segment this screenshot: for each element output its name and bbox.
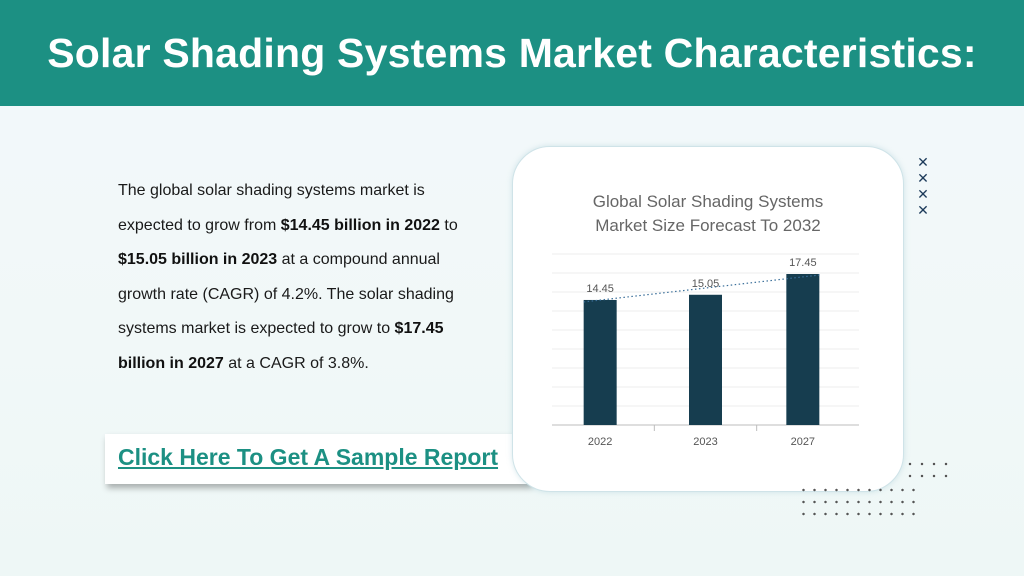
desc-text-3: at a compound annual growth rate (CAGR) … — [118, 251, 454, 337]
sample-report-box[interactable] — [105, 434, 530, 484]
bar-2022 — [583, 299, 617, 425]
desc-bold-2027: $17.45 billion in 2027 — [118, 320, 444, 372]
page-title: Solar Shading Systems Market Characteris… — [47, 29, 977, 76]
desc-bold-2022: $14.45 billion in 2022 — [280, 216, 440, 234]
data-label-2027: 17.45 — [789, 257, 817, 269]
x-tick-label-2027: 2027 — [791, 436, 815, 448]
bar-2027 — [786, 274, 820, 425]
desc-text-1: The global solar shading systems market … — [118, 182, 425, 234]
data-label-2023: 15.05 — [692, 278, 720, 290]
x-tick-label-2023: 2023 — [693, 436, 717, 448]
x-mark-icon: ✕ — [917, 170, 929, 186]
chart-title-line1: Global Solar Shading Systems — [592, 192, 824, 211]
x-mark-icon: ✕ — [917, 202, 929, 218]
desc-text-2: to — [439, 216, 458, 234]
x-mark-icon: ✕ — [917, 154, 929, 170]
decorative-dot-grid — [904, 458, 952, 486]
desc-text-4: at a CAGR of 3.8%. — [223, 354, 369, 372]
desc-bold-2023: $15.05 billion in 2023 — [118, 251, 278, 268]
decorative-x-marks: ✕ ✕ ✕ ✕ — [914, 154, 932, 218]
bar-2023 — [689, 294, 722, 425]
data-label-2022: 14.45 — [586, 283, 614, 295]
decorative-dot-grid — [798, 484, 918, 520]
chart-title: Global Solar Shading Systems Market Size… — [512, 190, 904, 238]
market-description: The global solar shading systems market … — [118, 174, 478, 381]
chart-title-line2: Market Size Forecast To 2032 — [595, 216, 821, 235]
x-mark-icon: ✕ — [917, 186, 929, 202]
title-banner: Solar Shading Systems Market Characteris… — [0, 0, 1024, 106]
x-tick-label-2022: 2022 — [588, 436, 612, 448]
sample-report-link[interactable]: Click Here To Get A Sample Report — [118, 444, 499, 470]
